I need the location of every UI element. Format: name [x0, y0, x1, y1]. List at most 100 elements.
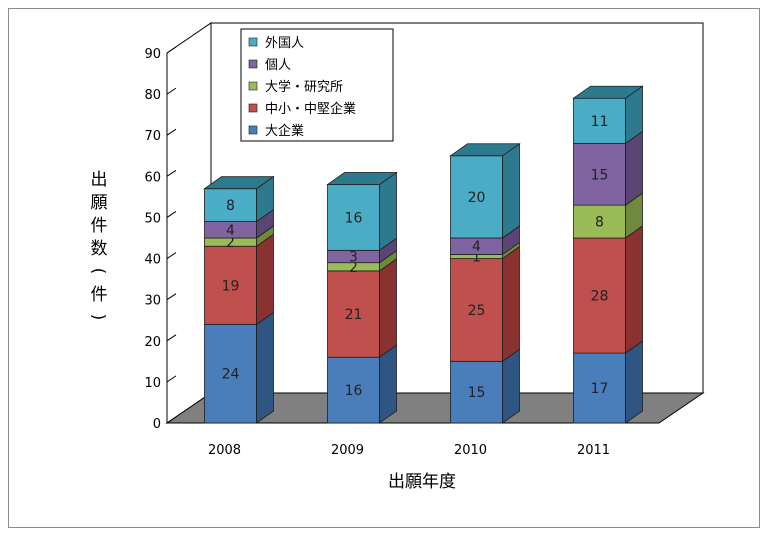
bar-side: [379, 171, 397, 252]
y-title-char: 願: [91, 193, 108, 213]
data-label: 24: [222, 367, 240, 383]
legend-item: 大学・研究所: [248, 79, 343, 95]
y-title-char: 出: [91, 170, 108, 190]
y-title-char: 数: [91, 239, 108, 259]
bar-front: [204, 323, 257, 424]
bar-segment: 28: [573, 225, 643, 354]
data-label: 19: [222, 278, 240, 294]
bar-side: [256, 311, 274, 424]
y-tick-label: 40: [144, 253, 161, 268]
y-tick-label: 90: [144, 47, 161, 62]
data-label: 15: [591, 167, 609, 183]
bar-side: [256, 233, 274, 326]
legend-label: 外国人: [265, 36, 304, 51]
bar-top: [326, 172, 398, 185]
data-label: 16: [345, 210, 363, 226]
data-label: 4: [226, 223, 235, 239]
y-tick-label: 50: [144, 211, 161, 226]
data-label: 25: [468, 303, 486, 319]
legend-item: 大企業: [248, 123, 304, 139]
data-label: 16: [345, 383, 363, 399]
legend-item: 個人: [248, 58, 291, 73]
bar-segment: 3: [327, 237, 397, 266]
bar-segment: 16: [327, 344, 397, 424]
bar-front: [327, 184, 380, 251]
data-label: 2: [226, 235, 235, 251]
bar-top: [572, 85, 644, 99]
bar-side: [625, 340, 643, 424]
legend-item: 外国人: [248, 36, 304, 51]
bar-side: [502, 143, 520, 239]
bar-side: [379, 344, 397, 424]
bar-segment: 24: [204, 311, 274, 424]
y-title-char: ): [88, 314, 108, 321]
legend-label: 大企業: [265, 123, 304, 139]
y-tick-label: 80: [144, 88, 161, 103]
bar-front: [204, 188, 257, 222]
y-tick-label: 70: [144, 129, 161, 144]
y-tick-mark: [166, 87, 177, 95]
bar-segment: 4: [450, 225, 520, 255]
legend-swatch: [248, 37, 258, 47]
legend-label: 中小・中堅企業: [265, 101, 356, 117]
y-tick-mark: [166, 46, 177, 54]
y-tick-mark: [166, 416, 177, 424]
bar-front: [450, 360, 503, 424]
legend-swatch: [248, 81, 258, 91]
y-tick-mark: [166, 334, 177, 342]
x-tick-label: 2011: [577, 443, 610, 458]
y-axis: 0 10 20 30 40 50 60 70 80 90: [144, 46, 177, 432]
y-tick-label: 10: [144, 376, 161, 391]
data-label: 2: [349, 260, 358, 276]
bar-front: [450, 258, 503, 362]
data-label: 21: [345, 307, 363, 323]
legend-swatch: [248, 59, 258, 69]
y-title-char: 件: [91, 285, 108, 305]
bar-segment: 8: [203, 175, 275, 223]
bar-front: [573, 97, 626, 144]
legend-box: [240, 28, 394, 142]
data-label: 4: [472, 239, 481, 255]
bar-segment: 15: [450, 348, 520, 424]
y-tick-mark: [166, 211, 177, 218]
data-label: 8: [595, 215, 604, 231]
y-tick-label: 30: [144, 294, 161, 309]
bar-segment: 21: [327, 258, 397, 358]
y-tick-mark: [166, 128, 177, 136]
bar-segment: 11: [572, 85, 644, 145]
y-tick-label: 60: [144, 170, 161, 185]
data-label: 8: [226, 198, 235, 214]
bar-front: [573, 204, 626, 239]
bar-segment: 4: [204, 208, 274, 239]
x-axis-title: 出願年度: [388, 472, 456, 492]
bar-top: [449, 143, 521, 157]
bar-segment: 17: [573, 340, 643, 424]
legend-label: 大学・研究所: [265, 79, 343, 95]
bar-segment: 25: [450, 245, 520, 363]
chart-frame: 0 10 20 30 40 50 60 70 80 90 24 19 2 4 8 16 21 2 3 16 15 25 1…: [8, 8, 760, 528]
y-tick-mark: [166, 169, 177, 177]
bar-segment: 2: [327, 249, 397, 276]
legend-label: 個人: [265, 58, 291, 73]
x-tick-label: 2010: [454, 443, 487, 458]
legend-item: 中小・中堅企業: [248, 101, 356, 117]
legend-swatch: [248, 125, 258, 135]
bar-side: [502, 348, 520, 424]
y-tick-label: 0: [153, 417, 161, 432]
x-axis: 2008 2009 2010 2011: [208, 443, 610, 458]
y-tick-mark: [166, 252, 177, 259]
data-label: 11: [591, 114, 609, 130]
data-label: 1: [472, 250, 481, 266]
y-tick-mark: [166, 293, 177, 301]
y-tick-mark: [166, 375, 177, 383]
x-tick-label: 2009: [331, 443, 364, 458]
y-tick-label: 20: [144, 335, 161, 350]
bar-segment: 19: [204, 233, 274, 326]
legend-swatch: [248, 103, 258, 113]
bar-segment: 16: [326, 171, 398, 252]
bar-side: [625, 225, 643, 354]
